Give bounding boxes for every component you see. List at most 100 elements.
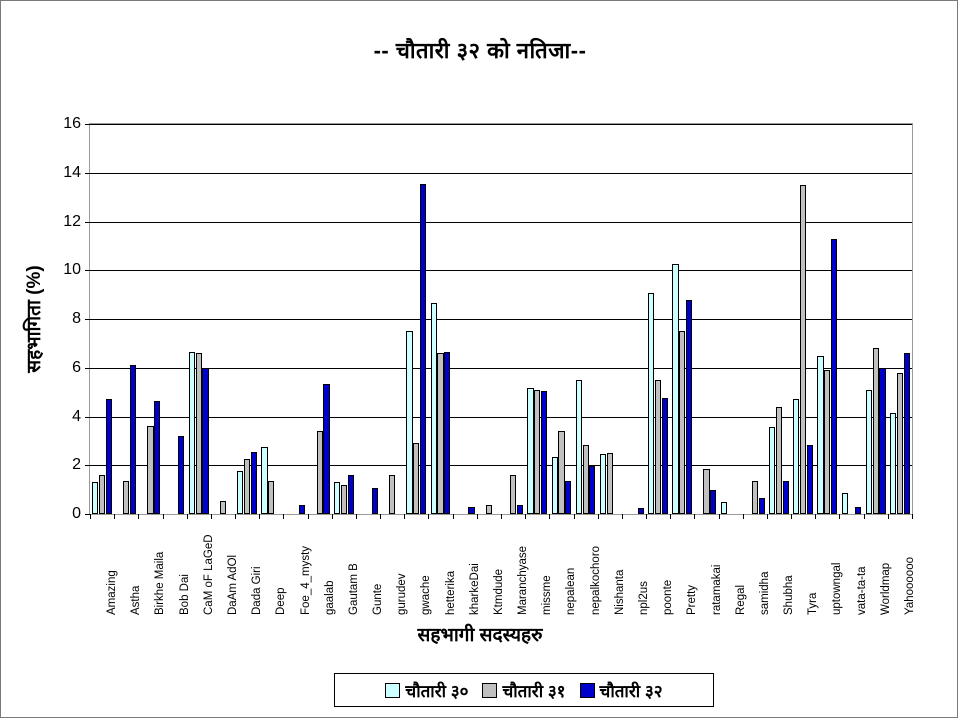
- x-tick-mark: [90, 514, 91, 519]
- x-tick-mark: [670, 514, 672, 519]
- bar-group: [549, 124, 575, 519]
- gridline: [90, 319, 912, 320]
- bar: [437, 353, 444, 514]
- gridline: [90, 124, 912, 125]
- x-axis-category-label: ratamakai: [710, 564, 723, 616]
- bar: [824, 370, 831, 514]
- bar: [92, 482, 99, 514]
- bar: [890, 412, 897, 514]
- x-axis-category-label: gaalab: [323, 580, 336, 615]
- bar-group: [888, 124, 913, 519]
- bar: [430, 303, 437, 514]
- bar-group: [815, 124, 841, 519]
- bar-group: [138, 124, 164, 519]
- bar: [195, 353, 202, 514]
- y-tick-mark: [85, 367, 90, 369]
- y-tick-label: 8: [72, 310, 81, 327]
- bar-group: [719, 124, 744, 519]
- x-axis-category-label: Ktmdude: [492, 568, 505, 615]
- bar-group: [428, 124, 454, 519]
- bar: [582, 444, 589, 514]
- legend-label: चौतारी ३०: [405, 681, 469, 701]
- x-axis-category-label: Dada Giri: [251, 566, 264, 615]
- x-tick-mark: [307, 514, 309, 519]
- bar: [769, 427, 776, 514]
- bar: [679, 331, 686, 514]
- x-axis-category-label: kharkeDai: [468, 563, 481, 615]
- x-tick-mark: [331, 514, 333, 519]
- x-axis-title: सहभागी सदस्यहरु: [417, 625, 543, 646]
- bar: [841, 493, 848, 514]
- x-axis-category-label: Yahoooooo: [903, 557, 916, 615]
- bar: [244, 459, 251, 514]
- x-tick-mark: [210, 514, 212, 519]
- bar: [188, 351, 196, 514]
- bar: [606, 453, 613, 514]
- bar-group: [187, 124, 212, 519]
- bar: [299, 505, 306, 514]
- bar: [485, 505, 492, 514]
- x-axis-category-label: npl2us: [637, 581, 650, 615]
- y-tick-mark: [85, 172, 90, 174]
- bar-group: [839, 124, 865, 519]
- bar: [147, 426, 154, 514]
- bar-group: [380, 124, 406, 519]
- x-axis-category-label: samidha: [758, 571, 771, 615]
- chart-title: -- चौतारी ३२ को नतिजा--: [373, 38, 587, 63]
- bar-group: [622, 124, 648, 519]
- bar: [793, 399, 800, 514]
- legend-label: चौतारी ३१: [502, 681, 566, 701]
- bar: [219, 500, 227, 514]
- x-tick-mark: [138, 514, 140, 519]
- gridline: [90, 221, 912, 223]
- x-axis-category-label: Maranchyase: [517, 545, 530, 615]
- bar: [154, 400, 161, 514]
- bar: [648, 293, 655, 514]
- y-tick-label: 0: [72, 505, 81, 522]
- bar-group: [501, 124, 527, 519]
- gridline: [90, 465, 912, 467]
- bar: [710, 489, 717, 514]
- bar: [558, 431, 565, 514]
- bar: [575, 379, 582, 514]
- bar-group: [404, 124, 430, 519]
- bar: [599, 454, 607, 514]
- bar: [720, 501, 727, 514]
- bar: [333, 482, 341, 514]
- bar: [879, 367, 886, 514]
- x-axis-category-label: Astha: [130, 585, 143, 615]
- bar: [371, 488, 378, 514]
- x-axis-category-label: Bob Dai: [178, 574, 191, 615]
- plot-area: 0 2 4 6 8 10 12 14 16: [63, 115, 913, 522]
- y-tick-mark: [85, 465, 90, 467]
- bar: [268, 481, 275, 514]
- y-tick-label: 12: [63, 212, 81, 230]
- x-tick-mark: [186, 514, 188, 519]
- bar: [413, 443, 420, 514]
- bar-group: [767, 124, 793, 519]
- legend-swatch: [482, 682, 498, 698]
- bar-group: [694, 124, 720, 519]
- bar: [237, 471, 244, 514]
- x-tick-mark: [646, 514, 648, 519]
- x-axis-category-label: DaAm AdOl: [226, 554, 239, 615]
- bar-group: [211, 124, 237, 519]
- bar: [444, 351, 451, 514]
- y-axis-title: सहभागिता (%): [24, 265, 45, 373]
- x-tick-mark: [476, 514, 478, 519]
- y-tick-label: 10: [63, 261, 81, 279]
- bar: [831, 238, 838, 514]
- bar: [509, 475, 517, 514]
- x-tick-mark: [283, 514, 285, 519]
- x-axis-category-label: Birkhe Maila: [154, 551, 167, 615]
- gridline: [90, 172, 912, 174]
- x-axis-category-label: gwache: [420, 575, 433, 615]
- x-tick-mark: [766, 514, 768, 519]
- bar: [261, 446, 268, 514]
- bar: [323, 383, 330, 514]
- bar: [896, 372, 903, 514]
- y-tick-mark: [85, 416, 90, 418]
- x-tick-mark: [718, 514, 720, 519]
- x-tick-mark: [162, 514, 164, 519]
